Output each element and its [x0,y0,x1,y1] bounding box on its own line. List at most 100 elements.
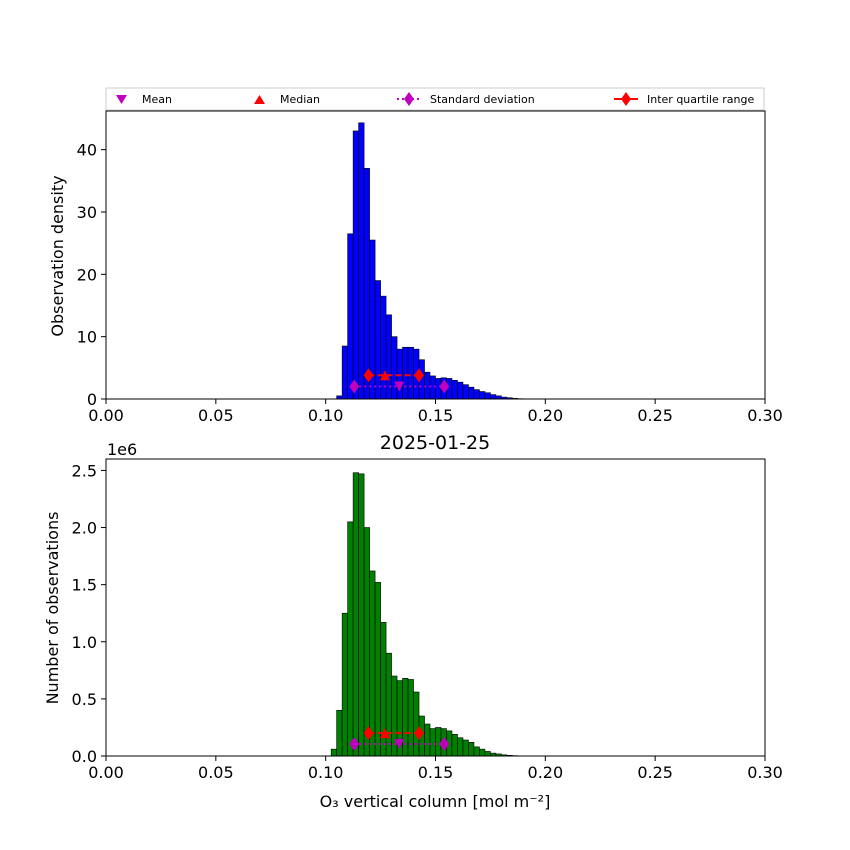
top-histogram-bar [451,379,458,400]
bottom-histogram-bar [479,748,486,757]
top-histogram-bar [468,386,475,400]
count-histogram-chart: 2025-01-25 1e6 Number of observations O₃… [43,432,783,811]
legend-entry-std: Standard deviation [397,92,535,106]
top-x-tick-label: 0.30 [747,406,783,425]
bottom-y-tick-label: 2.0 [72,519,97,538]
bottom-x-tick-label: 0.05 [198,763,234,782]
legend-entry-mean: Mean [116,93,172,106]
bottom-x-tick-label: 0.25 [637,763,673,782]
bottom-x-tick-label: 0.00 [88,763,124,782]
top-iqr-high-marker [414,368,425,383]
legend-frame [105,87,765,111]
bottom-y-tick-label: 1.5 [72,576,97,595]
top-iqr-low-marker [363,368,374,383]
bottom-y-tick-label: 2.5 [72,461,97,480]
top-histogram-bar [352,130,359,400]
bottom-x-tick-label: 0.20 [528,763,564,782]
top-y-axis: 0 10 20 30 40 [77,141,106,409]
bottom-x-axis: 0.00 0.05 0.10 0.15 0.20 0.25 0.30 [88,756,783,782]
top-histogram-bar [484,392,491,400]
bottom-iqr-low-marker [363,726,374,741]
bottom-histogram-bar [435,727,442,757]
top-y-axis-label: Observation density [48,175,67,336]
bottom-x-tick-label: 0.10 [308,763,344,782]
top-y-tick-label: 0 [87,390,97,409]
bottom-histogram-bar [369,570,376,757]
top-x-tick-label: 0.10 [308,406,344,425]
bottom-histogram-bar [330,748,337,757]
legend-label-mean: Mean [142,93,172,106]
bottom-statistics [349,726,450,752]
top-y-tick-label: 10 [77,328,97,347]
bottom-histogram-bar [352,472,359,757]
bottom-histogram-bar [336,710,343,757]
top-mean-marker [394,381,405,392]
top-bars [336,122,535,400]
median-marker-icon [254,95,265,104]
top-histogram-bar [473,389,480,400]
bottom-histogram-bar [484,751,491,757]
top-histogram-bar [380,295,387,400]
bottom-histogram-bar [457,737,464,757]
top-x-tick-label: 0.05 [198,406,234,425]
bottom-y-axis-label: Number of observations [43,512,62,705]
legend-label-median: Median [280,93,320,106]
top-x-tick-label: 0.20 [528,406,564,425]
bottom-bars [330,472,519,757]
bottom-y-tick-label: 0.0 [72,747,97,766]
top-histogram-bar [396,348,403,400]
bottom-histogram-bar [374,582,381,757]
bottom-y-axis: 0.0 0.5 1.0 1.5 2.0 2.5 [72,461,106,766]
bottom-histogram-bar [358,473,365,757]
density-histogram-chart: Observation density 0.00 0.05 0.10 0.15 0.20… [48,110,783,425]
legend-label-iqr: Inter quartile range [647,93,754,106]
bottom-histogram-bar [462,739,469,757]
bottom-x-axis-label: O₃ vertical column [mol m⁻²] [320,792,551,811]
bottom-x-tick-label: 0.15 [418,763,454,782]
bottom-histogram-bar [451,733,458,757]
top-x-axis: 0.00 0.05 0.10 0.15 0.20 0.25 0.30 [88,399,783,425]
bottom-mean-marker [394,739,405,750]
top-histogram-bar [363,168,370,400]
bottom-histogram-bar [429,728,436,757]
top-std-high-marker [439,379,450,394]
top-histogram-bar [490,394,497,400]
bottom-median-marker [379,728,390,739]
top-x-tick-label: 0.15 [418,406,454,425]
bottom-y-tick-label: 0.5 [72,690,97,709]
top-histogram-bar [435,378,442,400]
bottom-y-tick-label: 1.0 [72,633,97,652]
top-histogram-bar [341,345,348,400]
bottom-histogram-bar [473,746,480,757]
top-y-tick-label: 30 [77,203,97,222]
bottom-histogram-bar [385,652,392,757]
legend: Mean Median Standard deviation Inter qua… [105,87,765,111]
top-histogram-bar [479,391,486,400]
top-histogram-bar [462,384,469,400]
top-statistics [349,368,450,394]
top-histogram-bar [358,122,365,400]
legend-entry-iqr: Inter quartile range [614,92,754,106]
top-x-tick-label: 0.00 [88,406,124,425]
bottom-histogram-bar [413,691,420,757]
legend-label-std: Standard deviation [430,93,535,106]
top-histogram-bar [407,346,414,400]
iqr-marker-icon [621,92,631,106]
bottom-x-tick-label: 0.30 [747,763,783,782]
bottom-histogram-bar [424,723,431,757]
bottom-histogram-bar [468,741,475,757]
top-histogram-bar [402,346,409,400]
top-y-tick-label: 20 [77,265,97,284]
mean-marker-icon [116,95,127,104]
top-histogram-bar [347,233,354,400]
bottom-y-offset-label: 1e6 [107,440,137,459]
legend-entry-median: Median [254,93,320,106]
top-std-low-marker [349,379,360,394]
top-histogram-bar [374,280,381,400]
top-x-tick-label: 0.25 [637,406,673,425]
top-median-marker [379,370,390,381]
bottom-histogram-bar [347,521,354,757]
std-marker-icon [404,92,414,106]
